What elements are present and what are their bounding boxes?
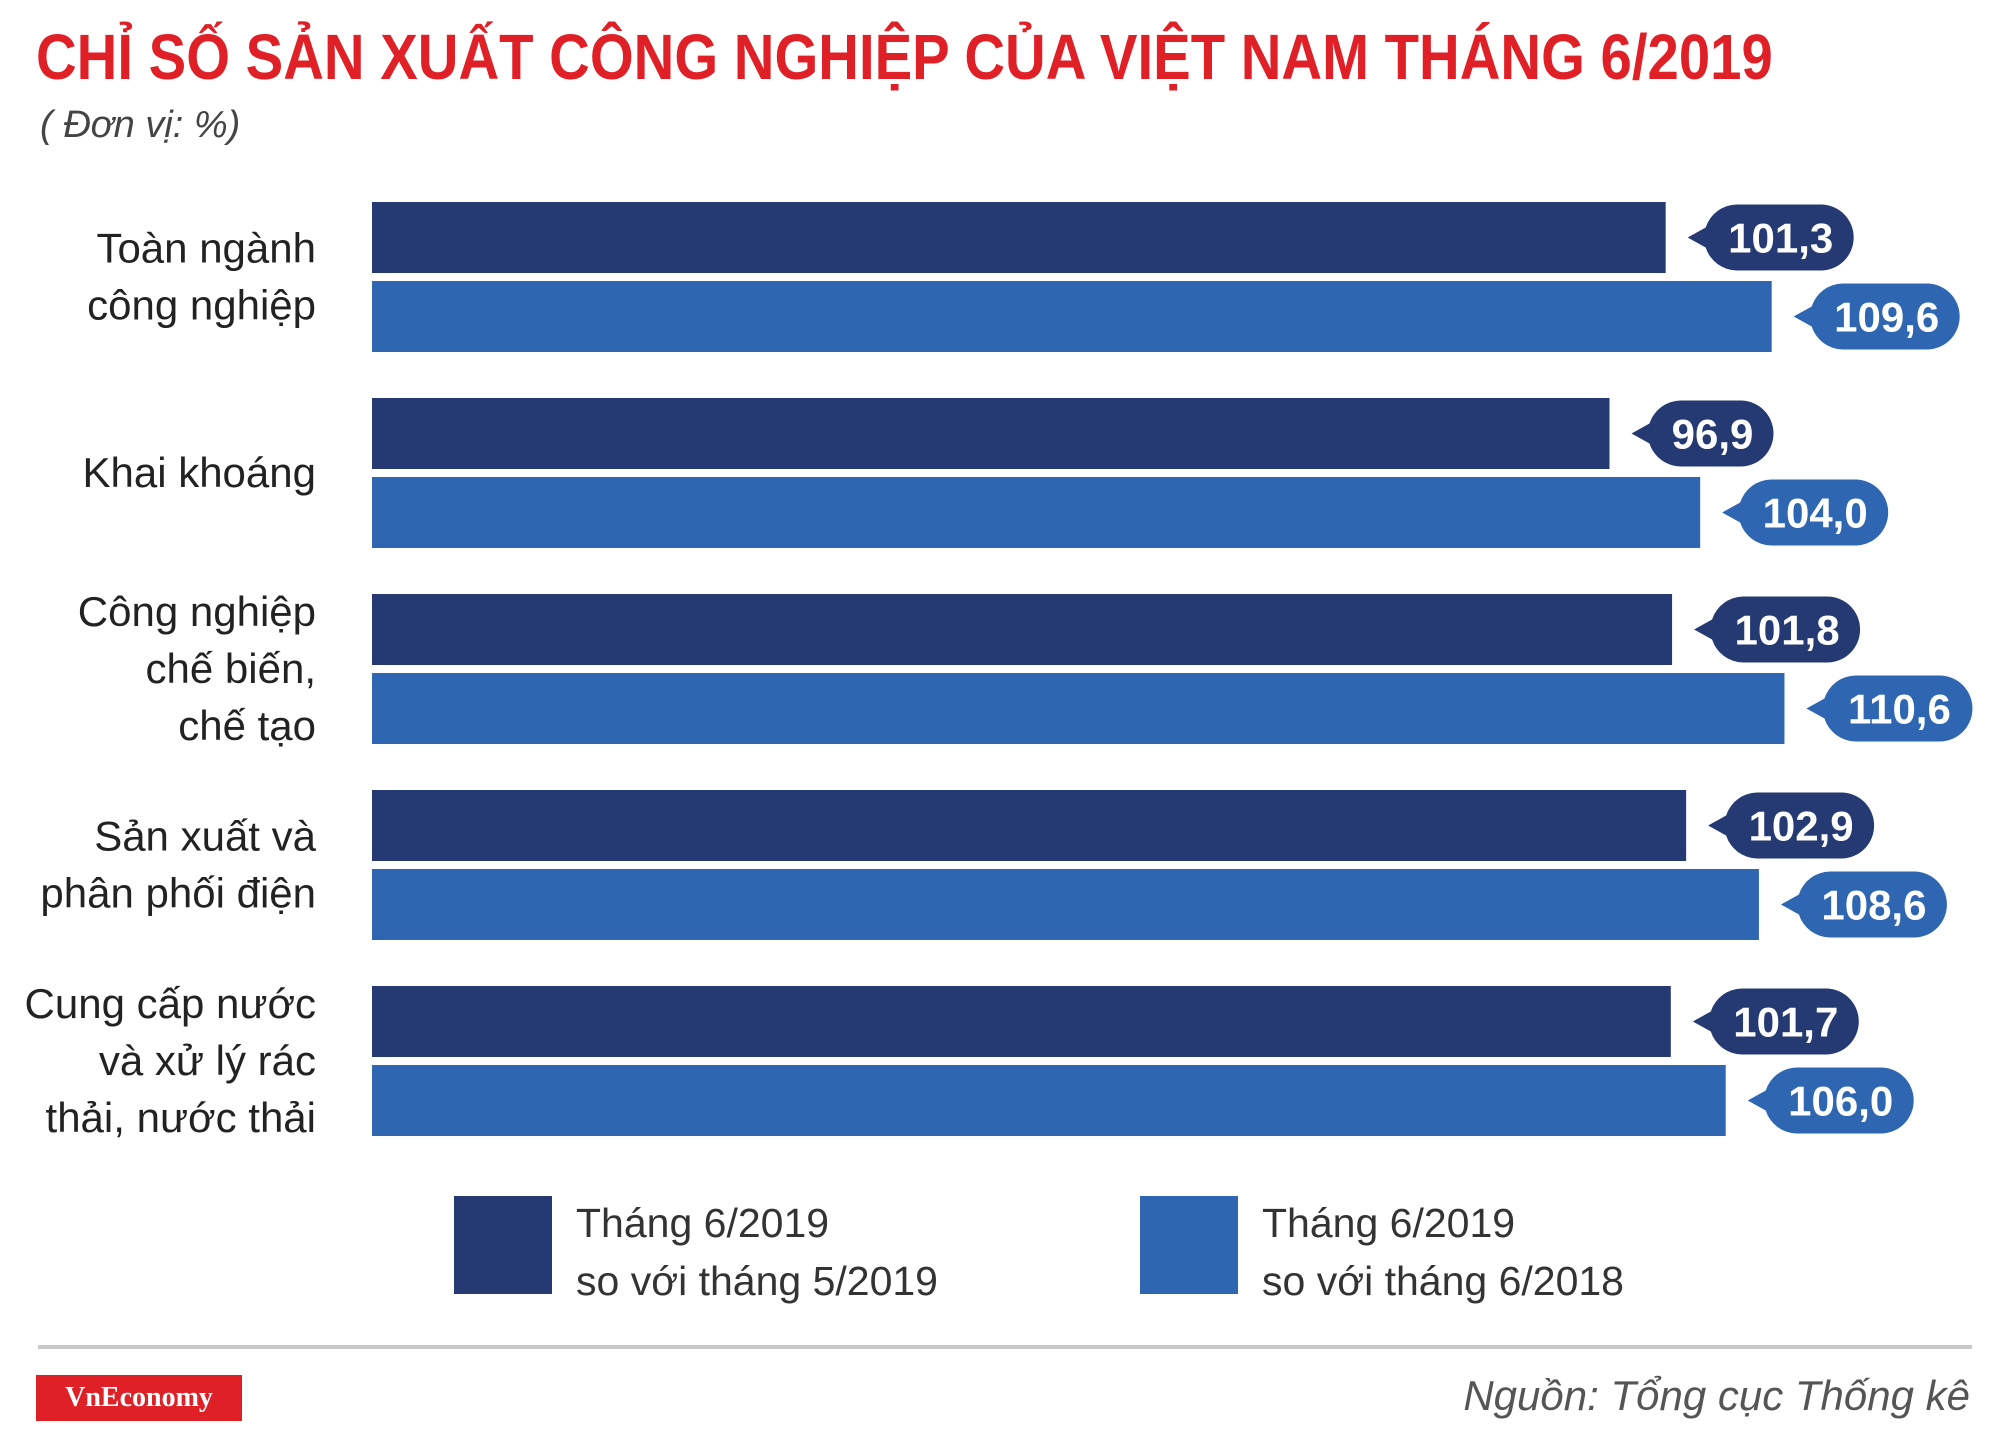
value-label-series-2: 110,6: [1848, 686, 1951, 733]
value-callout-series-2: [1722, 479, 1889, 546]
bar-series-1: [372, 986, 1671, 1057]
value-callout-series-2: [1780, 871, 1947, 938]
category-label: Cung cấp nước và xử lý rác thải, nước thải: [25, 980, 316, 1141]
category-label-line: công nghiệp: [87, 282, 316, 329]
value-callout-series-1: [1631, 400, 1774, 467]
category-label: Khai khoáng: [82, 449, 316, 496]
bar-series-2: [372, 673, 1785, 744]
bar-series-2: [372, 281, 1772, 352]
category-label-line: chế tạo: [178, 702, 316, 749]
category-label: Toàn ngành công nghiệp: [87, 225, 316, 329]
category-label: Sản xuất và phân phối điện: [40, 813, 316, 917]
category-label-line: Cung cấp nước: [25, 980, 316, 1027]
value-callout-series-2: [1747, 1067, 1914, 1134]
legend-label-series-1: Tháng 6/2019 so với tháng 5/2019: [576, 1194, 1096, 1310]
legend-label-line: Tháng 6/2019: [576, 1200, 830, 1246]
bar-series-1: [372, 594, 1673, 665]
category-label-line: Công nghiệp: [78, 588, 316, 635]
bar-series-2: [372, 477, 1701, 548]
value-label-series-1: 101,7: [1733, 999, 1838, 1046]
value-callout-series-2: [1793, 283, 1960, 350]
category-label-line: Toàn ngành: [96, 225, 316, 272]
category-label: Công nghiệp chế biến, chế tạo: [78, 588, 316, 749]
legend-label-series-2: Tháng 6/2019 so với tháng 6/2018: [1262, 1194, 1782, 1310]
bar-series-1: [372, 398, 1610, 469]
unit-subtitle: ( Đơn vị: %): [40, 104, 241, 146]
value-label-series-2: 106,0: [1788, 1078, 1893, 1125]
bar-series-2: [372, 1065, 1726, 1136]
category-label-line: chế biến,: [146, 645, 316, 692]
source-note: Nguồn: Tổng cục Thống kê: [1463, 1372, 1970, 1419]
category-label-line: và xử lý rác: [99, 1037, 316, 1084]
legend-swatch-series-1: [454, 1196, 552, 1294]
legend-label-line: Tháng 6/2019: [1262, 1200, 1516, 1246]
category-label-line: thải, nước thải: [46, 1094, 316, 1141]
value-callout-series-2: [1806, 675, 1973, 742]
bar-series-2: [372, 869, 1759, 940]
value-label-series-2: 108,6: [1821, 882, 1926, 929]
bar-series-1: [372, 790, 1687, 861]
footer-divider: [38, 1345, 1972, 1349]
category-label-line: Khai khoáng: [82, 449, 316, 496]
value-callout-series-1: [1708, 792, 1875, 859]
value-label-series-2: 104,0: [1763, 490, 1868, 537]
vneconomy-logo: VnEconomy: [36, 1375, 242, 1421]
value-callout-series-1: [1692, 988, 1859, 1055]
value-label-series-1: 101,8: [1735, 607, 1840, 654]
value-callout-series-1: [1694, 596, 1861, 663]
category-label-line: phân phối điện: [40, 870, 316, 917]
value-label-series-1: 96,9: [1672, 411, 1754, 458]
value-label-series-1: 102,9: [1749, 803, 1854, 850]
value-callout-series-1: [1687, 204, 1854, 271]
category-label-line: Sản xuất và: [94, 813, 316, 860]
bar-series-1: [372, 202, 1666, 273]
legend-swatch-series-2: [1140, 1196, 1238, 1294]
chart-title: CHỈ SỐ SẢN XUẤT CÔNG NGHIỆP CỦA VIỆT NAM…: [36, 21, 1773, 93]
legend-label-line: so với tháng 6/2018: [1262, 1258, 1624, 1304]
value-label-series-2: 109,6: [1834, 294, 1939, 341]
legend-label-line: so với tháng 5/2019: [576, 1258, 938, 1304]
value-label-series-1: 101,3: [1728, 215, 1833, 262]
